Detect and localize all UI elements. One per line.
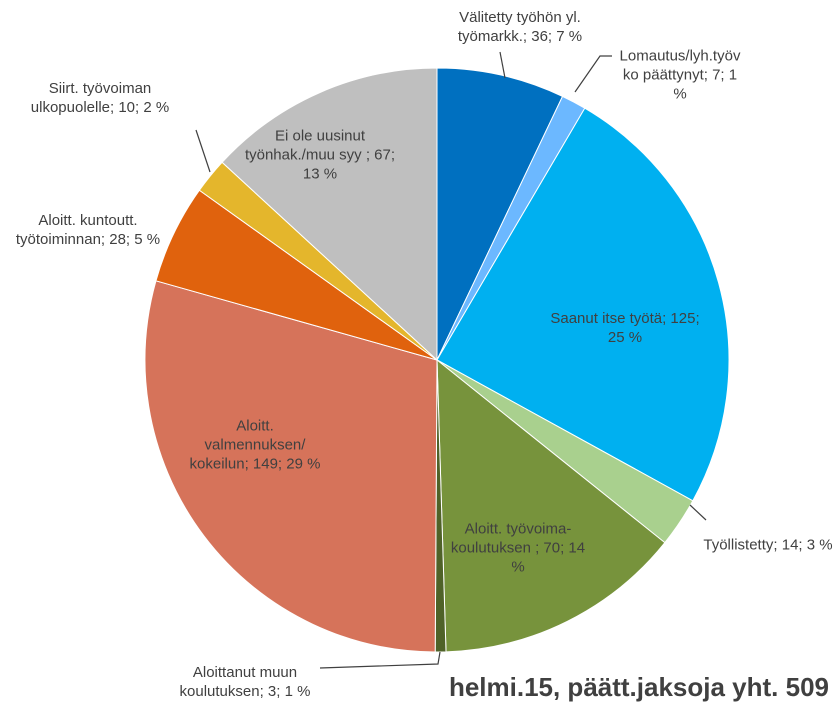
pie-slice [436,107,730,502]
data-label: Saanut itse työtä; 125; 25 % [550,310,700,346]
data-label: Aloitt. työvoima-koulutuksen ; 70; 14 % [450,520,586,576]
data-label: Ei ole uusinut työnhak./muu syy ; 67; 13… [244,127,396,183]
data-label: Siirt. työvoiman ulkopuolelle; 10; 2 % [30,80,170,116]
leader-line [689,504,707,521]
chart-title: helmi.15, päätt.jaksoja yht. 509 [448,672,829,702]
pie-slice [221,67,438,362]
leader-line [319,651,441,669]
leader-line [499,51,506,79]
data-label: Aloitt. kuntoutt. työtoiminnan; 28; 5 % [15,212,161,248]
pie-slice [436,67,564,361]
data-label: Työllistetty; 14; 3 % [703,536,833,554]
data-label: Aloitt. valmennuksen/ kokeilun; 149; 29 … [189,417,321,473]
pie-slice [144,280,438,653]
leader-line [195,129,211,173]
pie-slice [436,358,666,653]
data-label: Lomautus/lyh.työvko päättynyt; 7; 1 % [619,47,741,103]
data-label: Välitetty työhön yl. työmarkk.; 36; 7 % [457,9,583,45]
data-label: Aloittanut muun koulutuksen; 3; 1 % [179,664,311,700]
leader-line [574,55,612,93]
